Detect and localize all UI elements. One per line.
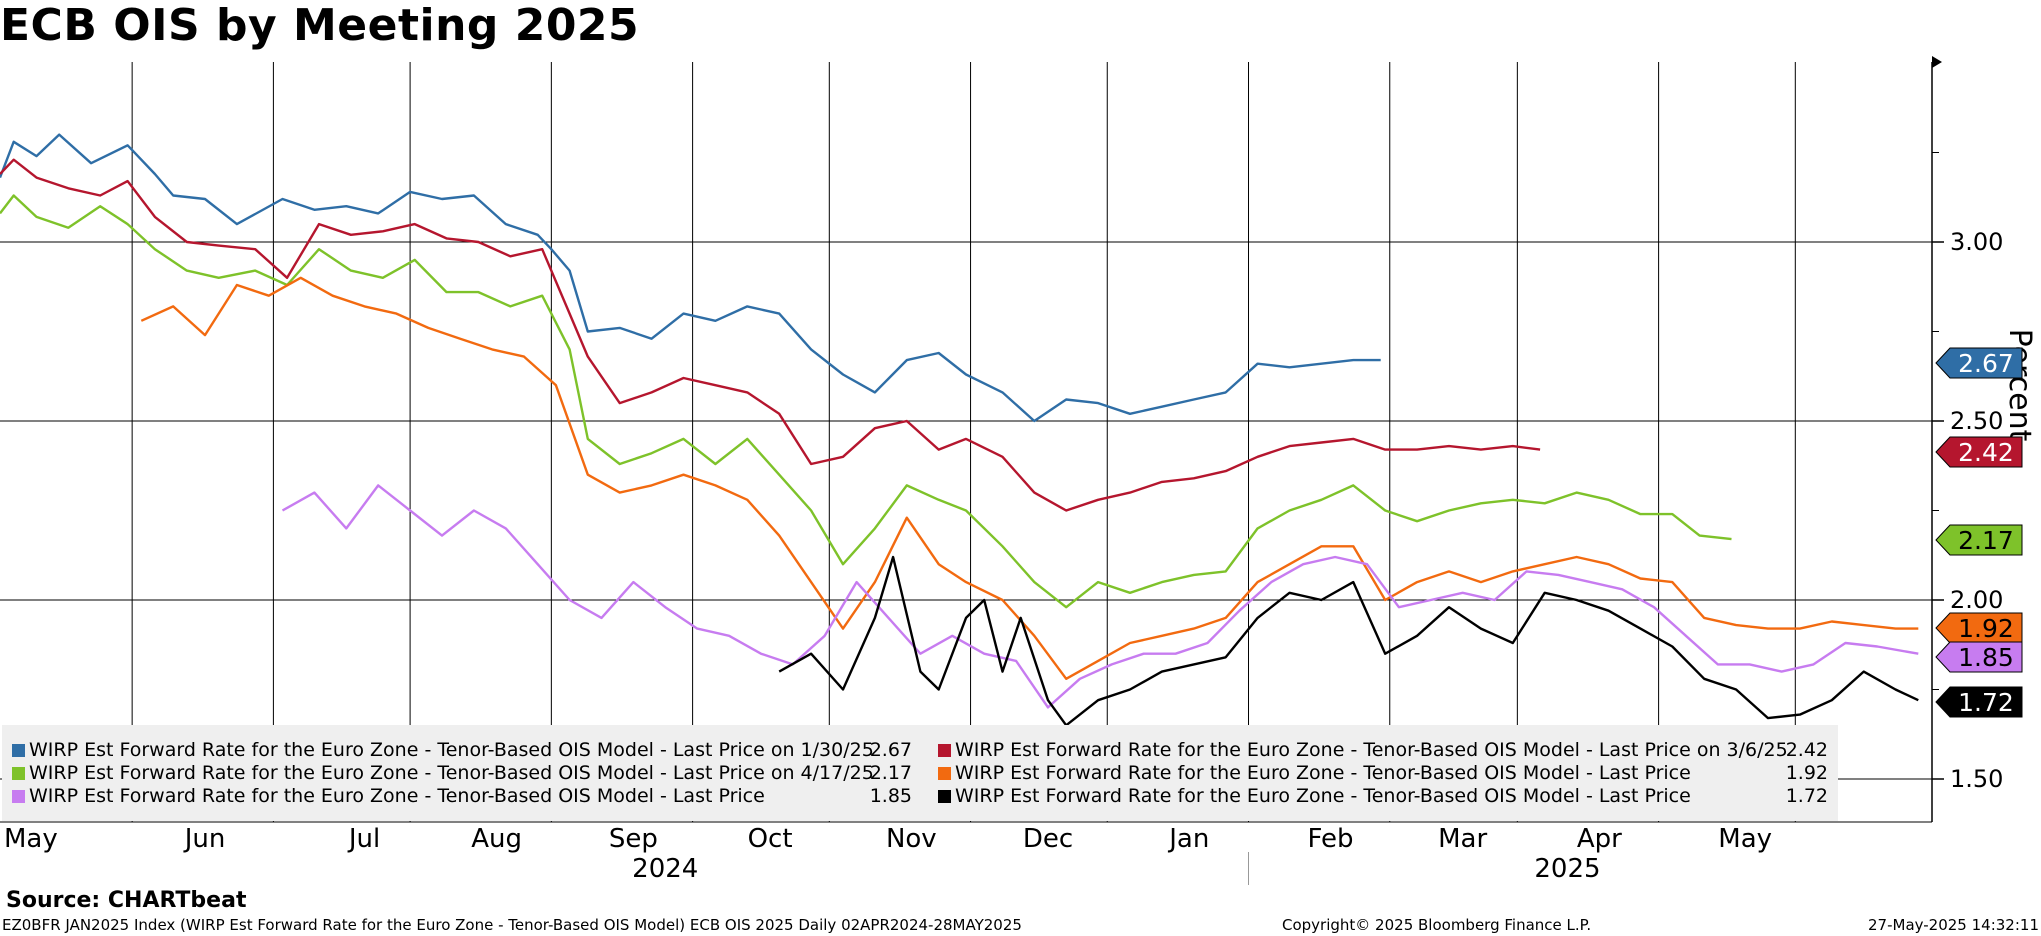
badge-value: 2.67 [1958,349,2014,378]
legend-label: WIRP Est Forward Rate for the Euro Zone … [955,785,1691,807]
last-value-badge: 1.72 [1935,686,2023,718]
source-note: Source: CHARTbeat [6,888,247,913]
x-month-label: Jul [347,824,380,854]
last-value-badge: 1.92 [1935,612,2023,644]
legend-value: 2.42 [1785,739,1828,761]
grid-lines [0,62,1932,822]
badge-shape [1935,641,2023,673]
legend-swatch [938,790,951,803]
badge-shape [1935,612,2023,644]
axes: 3.00 2.50 2.00 1.50 Percent May Jun Jul Aug Sep Oc… [0,56,2037,885]
last-value-badge: 2.17 [1935,524,2023,556]
y-axis-arrow [1932,56,1942,68]
x-month-label: Feb [1308,824,1354,854]
series-line [0,133,1381,423]
footer-ticker: EZ0BFR JAN2025 Index (WIRP Est Forward R… [2,916,1022,934]
x-month-label: Oct [748,824,793,854]
legend-value: 2.67 [869,739,912,761]
legend-swatch [12,744,25,757]
series-line [281,484,1919,709]
badge-shape [1935,524,2023,556]
badge-value: 2.42 [1958,438,2014,467]
legend-label: WIRP Est Forward Rate for the Euro Zone … [29,762,874,784]
badge-shape [1935,436,2023,468]
legend-item: WIRP Est Forward Rate for the Euro Zone … [12,762,912,784]
series-lines [0,133,1919,727]
x-year-label: 2024 [632,854,698,884]
last-value-badge: 2.42 [1935,436,2023,468]
footer-copyright: Copyright© 2025 Bloomberg Finance L.P. [1282,916,1592,934]
badge-value: 2.17 [1958,526,2014,555]
legend-item: WIRP Est Forward Rate for the Euro Zone … [938,739,1828,761]
legend-swatch [12,790,25,803]
legend-value: 1.85 [869,785,912,807]
badge-value: 1.92 [1958,614,2014,643]
legend-swatch [12,767,25,780]
chart-title: ECB OIS by Meeting 2025 [0,0,640,51]
legend: WIRP Est Forward Rate for the Euro Zone … [2,725,1838,821]
x-month-label: Jun [183,824,226,854]
legend-item: WIRP Est Forward Rate for the Euro Zone … [938,762,1828,784]
last-value-badge: 1.85 [1935,641,2023,673]
series-line [140,276,1919,680]
legend-swatch [938,744,951,757]
x-month-label: May [4,824,58,854]
legend-value: 1.92 [1785,762,1828,784]
legend-item: WIRP Est Forward Rate for the Euro Zone … [12,739,912,761]
legend-label: WIRP Est Forward Rate for the Euro Zone … [955,739,1788,761]
badge-shape [1935,347,2023,379]
legend-label: WIRP Est Forward Rate for the Euro Zone … [29,739,874,761]
x-year-label: 2025 [1534,854,1600,884]
x-month-label: Dec [1023,824,1073,854]
legend-item: WIRP Est Forward Rate for the Euro Zone … [12,785,912,807]
y-tick-label: 1.50 [1950,765,2003,793]
footer-timestamp: 27-May-2025 14:32:11 [1868,916,2039,934]
y-axis-label: Percent [2002,329,2037,442]
badge-value: 1.72 [1958,688,2014,717]
y-tick-label: 3.00 [1950,228,2003,256]
x-month-label: Apr [1577,824,1622,854]
x-month-label: Mar [1438,824,1487,854]
x-month-label: Aug [471,824,522,854]
last-value-badge: 2.67 [1935,347,2023,379]
badge-value: 1.85 [1958,643,2014,672]
legend-item: WIRP Est Forward Rate for the Euro Zone … [938,785,1828,807]
legend-label: WIRP Est Forward Rate for the Euro Zone … [955,762,1691,784]
legend-label: WIRP Est Forward Rate for the Euro Zone … [29,785,765,807]
legend-value: 1.72 [1785,785,1828,807]
x-month-label: Nov [886,824,937,854]
y-tick-label: 2.00 [1950,586,2003,614]
x-month-label: May [1718,824,1772,854]
last-value-badges: 2.67 2.42 2.17 1.921.85 1.72 [1935,347,2023,718]
x-month-label: Sep [609,824,658,854]
badge-shape [1935,686,2023,718]
series-line [778,555,1919,727]
legend-value: 2.17 [869,762,912,784]
x-month-label: Jan [1167,824,1209,854]
series-line [0,194,1732,609]
legend-swatch [938,767,951,780]
series-line [0,158,1541,512]
y-tick-label: 2.50 [1950,407,2003,435]
